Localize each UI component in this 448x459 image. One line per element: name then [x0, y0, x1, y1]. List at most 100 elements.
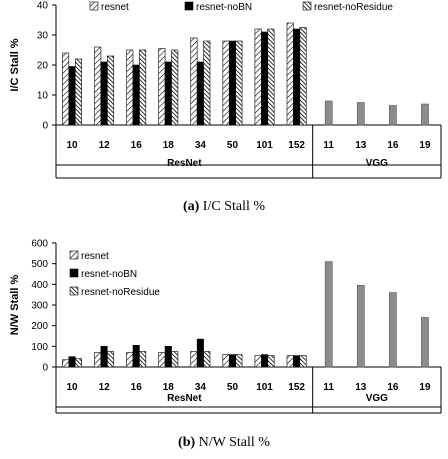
bar-resnet-10 [62, 359, 70, 368]
x-tick-label-0: 10 [66, 382, 78, 393]
bar-resnet-noBN-34 [196, 338, 204, 368]
y-tick-label-0: 0 [42, 363, 48, 374]
caption-0: (a) I/C Stall % [183, 199, 265, 214]
x-tick-label-11: 19 [419, 382, 431, 393]
y-tick-label-2: 20 [37, 61, 49, 72]
x-tick-label-8: 11 [323, 140, 334, 151]
bar-vgg-19 [421, 317, 429, 368]
bar-resnet-12 [94, 46, 102, 126]
bar-resnet-noBN-12 [100, 61, 108, 126]
x-tick-label-2: 16 [131, 382, 143, 393]
bar-resnet-noResidue-10 [74, 58, 82, 126]
x-tick-label-10: 16 [387, 140, 399, 151]
bar-resnet-noResidue-152 [299, 355, 307, 368]
bar-resnet-50 [222, 354, 230, 368]
bar-resnet-18 [158, 48, 166, 126]
group-label-vgg: VGG [366, 393, 388, 404]
legend-swatch-resnet [89, 1, 99, 11]
x-tick-label-6: 101 [256, 382, 273, 393]
bar-vgg-13 [356, 285, 365, 368]
y-tick-label-2: 200 [31, 321, 48, 332]
legend-label-resnet-noResidue: resnet-noResidue [314, 2, 393, 13]
legend-swatch-resnet [69, 250, 79, 260]
bar-resnet-noBN-18 [164, 346, 172, 368]
bar-resnet-noBN-152 [293, 355, 301, 368]
x-tick-label-9: 13 [355, 140, 367, 151]
x-tick-label-4: 34 [195, 140, 207, 151]
legend-swatch-resnet-noBN [184, 1, 194, 11]
chart-ic-stall: 0 10 20 30 40 I/C Stall % 10 12 16 18 34 50 101 152 11… [9, 1, 442, 214]
bar-resnet-noResidue-12 [107, 351, 115, 368]
x-tick-label-7: 152 [288, 140, 305, 151]
x-tick-label-3: 18 [163, 382, 175, 393]
bar-resnet-16 [126, 49, 134, 126]
bar-resnet-noBN-152 [293, 28, 301, 126]
bar-resnet-noBN-12 [100, 346, 108, 368]
bar-resnet-noBN-16 [132, 64, 140, 126]
legend-label-resnet-noBN: resnet-noBN [81, 269, 137, 280]
legend-swatch-resnet-noResidue [302, 1, 312, 11]
caption-label-0: (a) [183, 199, 200, 214]
bar-resnet-noResidue-18 [171, 351, 179, 368]
bar-resnet-12 [94, 352, 102, 368]
bar-resnet-16 [126, 352, 134, 368]
bar-vgg-11 [324, 261, 333, 368]
x-tick-label-10: 16 [387, 382, 399, 393]
y-tick-label-3: 30 [37, 31, 49, 42]
y-tick-label-3: 300 [31, 301, 48, 312]
bar-resnet-noResidue-50 [235, 354, 243, 368]
y-axis-label: I/C Stall % [9, 38, 21, 91]
x-tick-label-4: 34 [195, 382, 207, 393]
x-tick-label-1: 12 [99, 382, 111, 393]
bar-resnet-noBN-18 [164, 61, 172, 126]
bar-resnet-noResidue-152 [299, 27, 307, 126]
bar-resnet-noBN-50 [228, 40, 236, 126]
bar-resnet-18 [158, 352, 166, 368]
caption-text-1: N/W Stall % [195, 435, 270, 450]
bar-resnet-noResidue-101 [267, 28, 275, 126]
bar-resnet-152 [286, 355, 294, 368]
y-tick-label-1: 100 [31, 342, 48, 353]
bar-vgg-16 [389, 292, 397, 368]
y-tick-label-0: 0 [42, 121, 48, 132]
bar-resnet-noResidue-34 [203, 351, 211, 368]
legend-swatch-resnet-noResidue [69, 286, 79, 296]
bar-resnet-101 [254, 355, 262, 368]
chart-nw-stall: 0 100 200 300 400 500 600 N/W Stall % 10 12 16 18 34… [9, 239, 442, 450]
bar-resnet-noResidue-16 [139, 351, 147, 368]
bar-resnet-noBN-16 [132, 344, 140, 368]
bar-vgg-13 [356, 102, 365, 126]
bar-resnet-noResidue-18 [171, 49, 179, 126]
bar-resnet-50 [222, 40, 230, 126]
x-tick-label-6: 101 [256, 140, 273, 151]
x-tick-label-2: 16 [131, 140, 143, 151]
legend-label-resnet: resnet [81, 251, 109, 262]
bar-resnet-34 [190, 351, 198, 368]
bar-resnet-noBN-10 [68, 66, 76, 126]
x-tick-label-0: 10 [66, 140, 78, 151]
bar-resnet-noResidue-34 [203, 40, 211, 126]
bar-resnet-101 [254, 28, 262, 126]
caption-text-0: I/C Stall % [199, 199, 265, 214]
legend-swatch-resnet-noBN [69, 268, 79, 278]
bar-resnet-noResidue-10 [74, 358, 82, 368]
y-tick-label-5: 500 [31, 259, 48, 270]
legend-label-resnet-noResidue: resnet-noResidue [81, 287, 160, 298]
caption-label-1: (b) [178, 435, 195, 450]
bar-resnet-34 [190, 37, 198, 126]
bar-resnet-noBN-101 [261, 354, 269, 368]
x-tick-label-5: 50 [227, 382, 239, 393]
bar-resnet-noResidue-101 [267, 355, 275, 368]
y-tick-label-4: 40 [37, 1, 49, 12]
y-tick-label-6: 600 [31, 239, 48, 250]
x-tick-label-1: 12 [99, 140, 111, 151]
bar-resnet-noResidue-50 [235, 40, 243, 126]
x-tick-label-8: 11 [323, 382, 334, 393]
bar-resnet-noResidue-16 [139, 49, 147, 126]
bar-vgg-16 [389, 105, 397, 126]
bar-resnet-10 [62, 52, 70, 126]
x-tick-label-11: 19 [419, 140, 431, 151]
caption-1: (b) N/W Stall % [178, 435, 270, 450]
x-tick-label-3: 18 [163, 140, 175, 151]
group-label-resnet: ResNet [167, 158, 202, 169]
